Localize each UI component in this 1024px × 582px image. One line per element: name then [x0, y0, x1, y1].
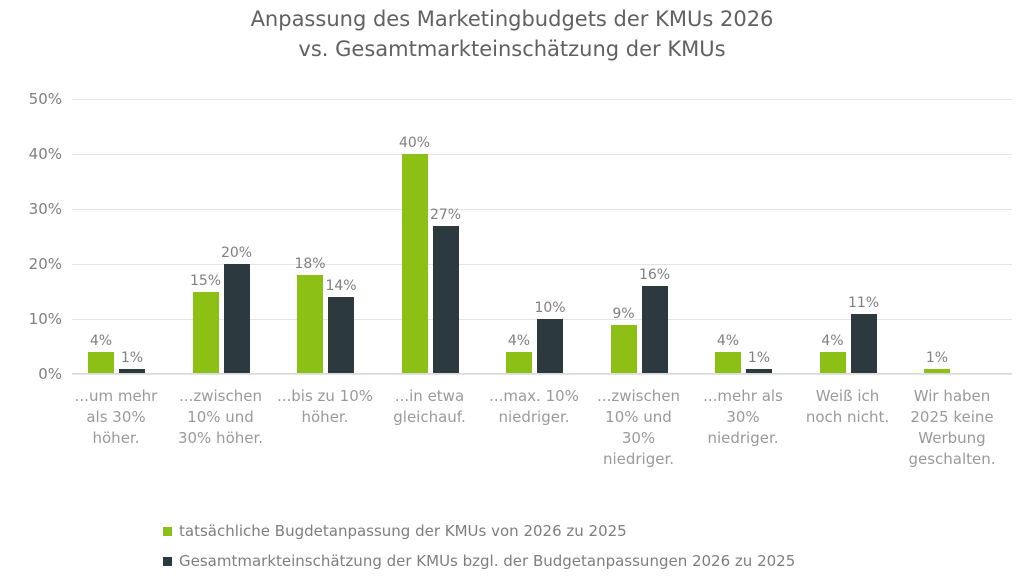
bar-value-label: 4% — [507, 333, 531, 349]
x-axis-baseline — [72, 373, 1012, 374]
x-axis-category-label: ...max. 10% niedriger. — [489, 387, 579, 426]
y-axis-tick-label: 30% — [28, 200, 62, 218]
chart-legend: tatsächliche Bugdetanpassung der KMUs vo… — [163, 516, 795, 576]
bar-value-label: 27% — [429, 206, 462, 223]
x-axis-category-label: ...bis zu 10% höher. — [276, 387, 374, 426]
bar-1-6[interactable] — [746, 368, 772, 374]
bar-value-label: 20% — [220, 245, 253, 261]
chart-title-line-2: vs. Gesamtmarkteinschätzung der KMUs — [298, 37, 726, 61]
bar-value-label: 4% — [821, 333, 844, 349]
bar-value-label: 9% — [612, 305, 635, 322]
bar-1-5[interactable] — [641, 286, 668, 374]
bar-1-7[interactable] — [850, 313, 877, 374]
bar-group: 4% 10% — [506, 99, 566, 374]
gridline-0% — [72, 374, 1012, 375]
y-axis: 0% 10% 20% 30% 40% 50% — [0, 90, 62, 383]
bar-value-label: 4% — [89, 333, 113, 349]
bar-value-label: 1% — [747, 349, 771, 366]
gridline-20% — [72, 264, 1012, 265]
gridline-40% — [72, 154, 1012, 155]
bar-value-label: 1% — [120, 349, 144, 366]
bar-value-label: 16% — [638, 267, 671, 283]
y-axis-tick-label: 20% — [28, 255, 62, 273]
legend-swatch-icon — [163, 556, 172, 566]
bar-group: 4% 11% — [819, 99, 879, 374]
bar-0-4[interactable] — [506, 352, 532, 374]
bar-1-2[interactable] — [328, 297, 354, 374]
bar-0-7[interactable] — [819, 352, 846, 374]
y-axis-tick-label: 10% — [28, 310, 62, 328]
x-axis-category-label: ...um mehr als 30% höher. — [74, 387, 158, 447]
bar-group: 18% 14% — [294, 99, 357, 374]
x-axis-category-label: ...mehr als 30% niedriger. — [703, 387, 783, 447]
bar-1-1[interactable] — [223, 264, 250, 374]
bar-0-8[interactable] — [924, 368, 950, 374]
bar-value-label: 14% — [325, 278, 357, 294]
bar-value-label: 18% — [294, 256, 326, 272]
plot-area: 4% 1% 15% 20% 18% 14% 40% 27% 4% 10% 9% 16% 4% 1% 4% 11… — [72, 99, 1012, 375]
gridline-50% — [72, 99, 1012, 100]
y-axis-tick-label: 40% — [28, 145, 62, 163]
x-axis-category-label: ...in etwa gleichauf. — [393, 387, 466, 426]
x-axis-category-label: ...zwischen 10% und 30% höher. — [177, 387, 264, 447]
y-axis-tick-label: 50% — [28, 90, 62, 108]
bar-0-5[interactable] — [610, 324, 637, 374]
bar-group: 4% 1% — [715, 99, 772, 374]
legend-item-1[interactable]: Gesamtmarkteinschätzung der KMUs bzgl. d… — [163, 546, 795, 576]
bar-group: 9% 16% — [610, 99, 670, 374]
legend-label: tatsächliche Bugdetanpassung der KMUs vo… — [179, 522, 627, 540]
legend-swatch-icon — [163, 526, 172, 536]
bar-group: 1% — [924, 99, 981, 374]
x-axis-category-label: Weiß ich noch nicht. — [805, 387, 890, 426]
bar-1-4[interactable] — [537, 319, 563, 374]
chart-title: Anpassung des Marketingbudgets der KMUs … — [0, 4, 1024, 64]
bar-0-3[interactable] — [401, 154, 428, 374]
bar-1-0[interactable] — [119, 368, 145, 374]
bar-0-6[interactable] — [715, 352, 741, 374]
bar-value-label: 1% — [925, 349, 949, 366]
gridline-30% — [72, 209, 1012, 210]
bar-1-3[interactable] — [432, 225, 459, 374]
bar-value-label: 4% — [716, 333, 740, 349]
bar-group: 4% 1% — [88, 99, 145, 374]
bar-value-label: 11% — [847, 294, 880, 311]
bar-0-1[interactable] — [192, 291, 219, 374]
bar-value-label: 40% — [398, 135, 431, 151]
bar-value-label: 10% — [534, 300, 566, 316]
bar-value-label: 15% — [189, 272, 222, 289]
legend-label: Gesamtmarkteinschätzung der KMUs bzgl. d… — [179, 552, 796, 570]
bar-group: 15% 20% — [190, 99, 252, 374]
bar-group: 40% 27% — [399, 99, 461, 374]
y-axis-tick-label: 0% — [38, 365, 62, 383]
x-axis: ...um mehr als 30% höher. ...zwischen 10%… — [72, 386, 1012, 506]
bar-0-2[interactable] — [297, 275, 323, 374]
x-axis-category-label: Wir haben 2025 keine Werbung geschalten. — [908, 387, 996, 468]
x-axis-category-label: ...zwischen 10% und 30% niedriger. — [597, 387, 680, 468]
chart-title-line-1: Anpassung des Marketingbudgets der KMUs … — [250, 7, 774, 31]
bar-0-0[interactable] — [88, 352, 114, 374]
legend-item-0[interactable]: tatsächliche Bugdetanpassung der KMUs vo… — [163, 516, 795, 546]
